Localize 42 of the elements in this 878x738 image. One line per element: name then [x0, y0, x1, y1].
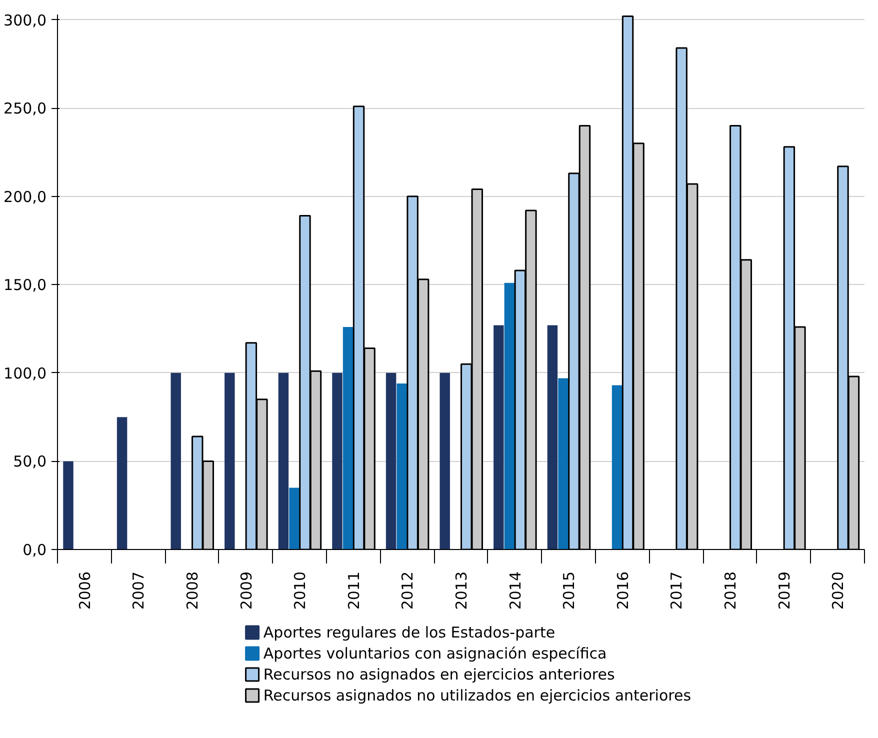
- y-tick-label: 250,0: [4, 100, 47, 118]
- legend-label: Recursos no asignados en ejercicios anteriores: [263, 666, 615, 684]
- x-tick-label: 2020: [829, 571, 848, 610]
- x-tick-label: 2019: [775, 571, 794, 610]
- bar: [440, 372, 450, 550]
- bar: [504, 282, 515, 550]
- bar: [63, 461, 74, 550]
- y-tick-label: 150,0: [4, 276, 47, 294]
- legend-label: Recursos asignados no utilizados en ejercicios anteriores: [263, 686, 692, 704]
- x-tick-label: 2016: [614, 571, 632, 610]
- bar: [342, 327, 354, 550]
- x-tick-label: 2011: [344, 571, 363, 610]
- x-tick-label: 2017: [668, 571, 686, 610]
- x-tick-label: 2008: [184, 571, 202, 610]
- x-tick-label: 2015: [560, 571, 578, 610]
- x-tick-label: 2012: [398, 571, 417, 610]
- x-tick-label: 2010: [291, 571, 310, 610]
- bar: [396, 384, 407, 550]
- x-tick-label: 2014: [506, 571, 524, 610]
- bar: [116, 417, 128, 550]
- bar: [547, 325, 558, 550]
- bar: [494, 325, 504, 550]
- bar: [170, 372, 181, 550]
- bar: [386, 372, 396, 550]
- x-tick-label: 2009: [237, 571, 256, 610]
- x-tick-label: 2018: [722, 571, 740, 610]
- bar: [224, 372, 235, 550]
- y-tick-label: 300,0: [4, 11, 47, 30]
- bar: [332, 372, 342, 550]
- y-tick-label: 50,0: [13, 452, 47, 471]
- bar: [278, 372, 289, 550]
- x-tick-label: 2007: [130, 571, 148, 610]
- legend-label: Aportes regulares de los Estados-parte: [263, 624, 556, 642]
- y-tick-label: 200,0: [4, 188, 47, 206]
- bar: [612, 385, 622, 550]
- x-tick-label: 2006: [76, 571, 94, 610]
- y-tick-label: 100,0: [4, 364, 47, 382]
- y-tick-label: 0,0: [22, 541, 47, 559]
- bar: [289, 488, 300, 550]
- legend-label: Aportes voluntarios con asignación específica: [263, 644, 607, 662]
- x-tick-label: 2013: [452, 571, 470, 610]
- bar: [558, 378, 568, 550]
